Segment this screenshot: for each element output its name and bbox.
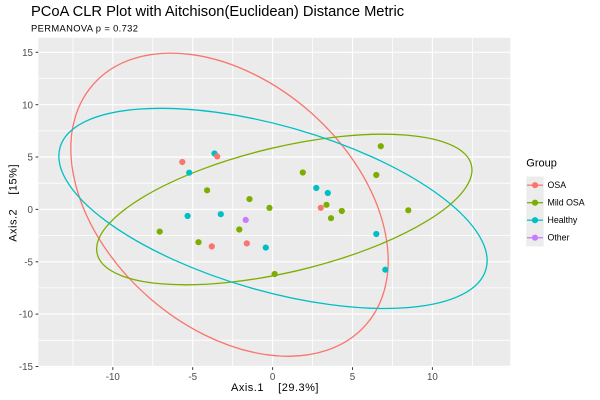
svg-text:Group: Group: [526, 158, 557, 170]
svg-text:OSA: OSA: [548, 180, 567, 190]
svg-text:0: 0: [28, 205, 34, 216]
svg-text:-10: -10: [19, 310, 34, 321]
svg-text:PERMANOVA p = 0.732: PERMANOVA p = 0.732: [31, 23, 138, 34]
svg-text:Mild OSA: Mild OSA: [548, 198, 585, 208]
svg-text:10: 10: [22, 100, 33, 111]
svg-text:-5: -5: [188, 372, 197, 383]
svg-text:PCoA CLR Plot with Aitchison(E: PCoA CLR Plot with Aitchison(Euclidean) …: [31, 4, 404, 20]
svg-text:15: 15: [22, 48, 33, 59]
svg-text:Axis.1 [29.3%]: Axis.1 [29.3%]: [231, 382, 319, 394]
svg-text:0: 0: [270, 372, 276, 383]
svg-text:5: 5: [350, 372, 356, 383]
svg-text:Other: Other: [548, 233, 570, 243]
svg-text:Healthy: Healthy: [548, 215, 578, 225]
svg-text:-5: -5: [24, 257, 33, 268]
svg-text:-10: -10: [106, 372, 121, 383]
svg-text:10: 10: [427, 372, 438, 383]
svg-text:Axis.2 [15%]: Axis.2 [15%]: [8, 164, 20, 242]
svg-text:5: 5: [28, 153, 34, 164]
svg-text:-15: -15: [19, 362, 34, 373]
